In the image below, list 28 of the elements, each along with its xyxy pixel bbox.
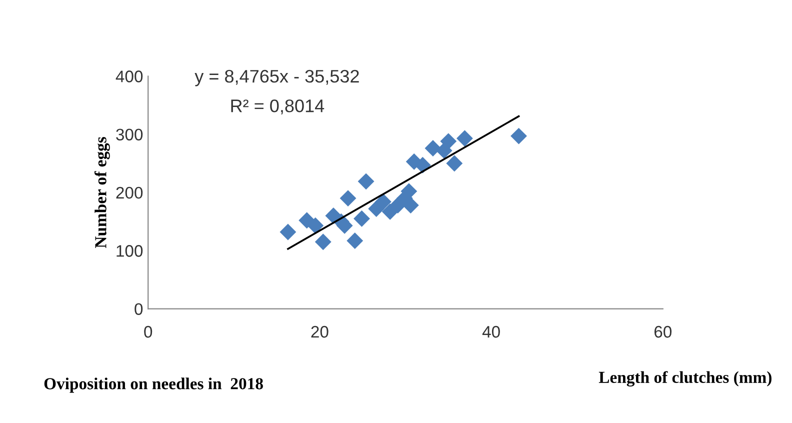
annotation: R² = 0,8014	[231, 99, 324, 114]
x-axis-title: Length of clutches (mm)	[598, 371, 772, 386]
point	[510, 128, 527, 144]
point	[314, 234, 332, 250]
point	[340, 190, 356, 206]
point	[354, 210, 370, 227]
point	[280, 224, 296, 240]
y-tick-label: 100	[116, 245, 143, 257]
point	[307, 217, 324, 234]
x-tick-label: 60	[654, 326, 672, 338]
point	[446, 155, 463, 172]
point	[402, 197, 419, 214]
text: Oviposition on needles in 2018	[44, 378, 263, 393]
point	[374, 194, 392, 210]
x-tick-label: 40	[482, 326, 500, 338]
point	[440, 133, 457, 150]
x-tick-label: 0	[144, 326, 152, 338]
annotation: y = 8,4765x - 35,532	[194, 70, 359, 86]
y-axis-title: Number of eggs	[94, 137, 110, 248]
point	[346, 232, 364, 249]
x-tick-label: 20	[311, 326, 328, 338]
y-tick-label: 0	[134, 303, 143, 315]
point	[358, 173, 374, 190]
y-tick-label: 200	[116, 186, 143, 199]
y-tick-label: 300	[116, 128, 143, 141]
y-tick-label: 400	[116, 70, 143, 82]
point	[424, 140, 442, 156]
point	[456, 130, 473, 147]
